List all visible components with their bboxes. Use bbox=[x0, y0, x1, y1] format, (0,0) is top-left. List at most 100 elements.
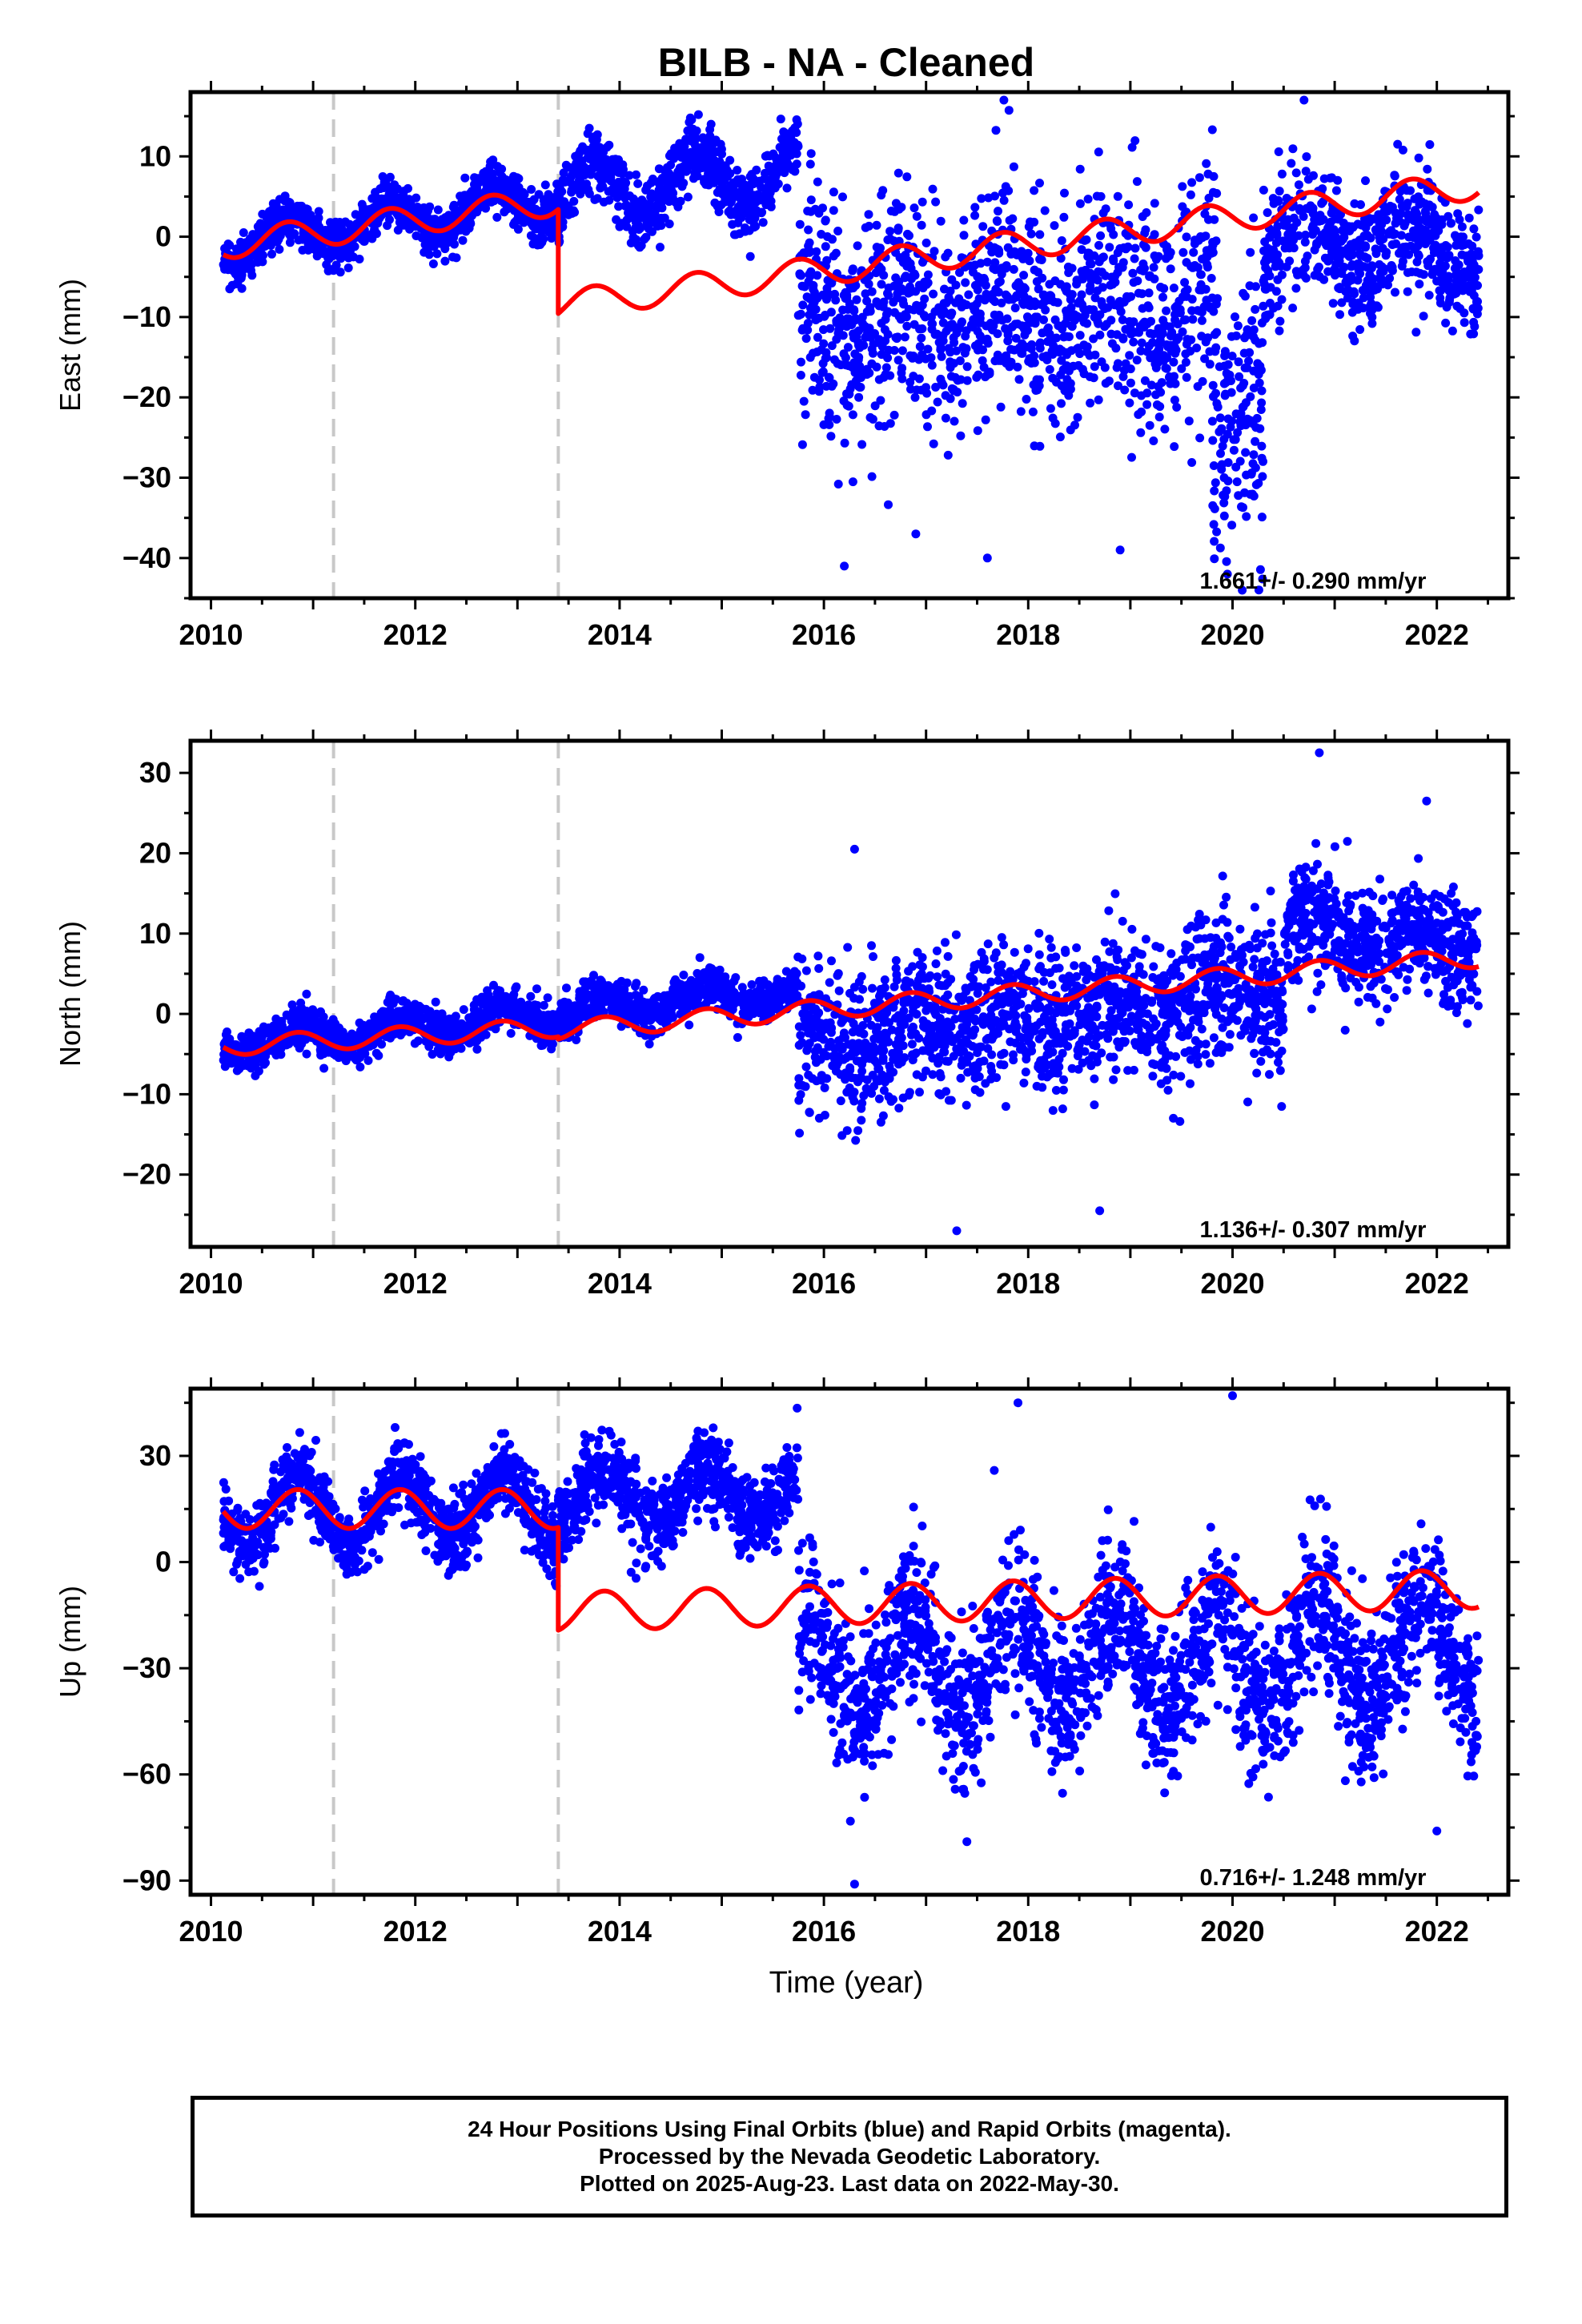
east-data-point bbox=[1217, 424, 1227, 433]
east-data-point bbox=[1368, 215, 1378, 224]
east-data-point bbox=[788, 149, 797, 159]
east-data-point bbox=[819, 420, 829, 429]
east-data-point bbox=[931, 383, 941, 392]
east-data-point bbox=[1291, 283, 1301, 293]
east-data-point bbox=[1200, 209, 1210, 219]
east-data-point bbox=[779, 127, 789, 137]
east-data-point bbox=[666, 149, 676, 159]
east-data-point bbox=[702, 159, 712, 168]
east-data-point bbox=[889, 236, 898, 246]
east-data-point bbox=[1150, 251, 1159, 260]
east-data-point bbox=[1050, 221, 1059, 231]
east-data-point bbox=[1064, 332, 1074, 341]
east-data-point bbox=[909, 203, 919, 213]
east-data-point bbox=[592, 194, 602, 203]
east-data-point bbox=[1257, 513, 1267, 522]
east-data-point bbox=[745, 251, 755, 261]
east-data-point bbox=[1227, 352, 1237, 361]
east-data-point bbox=[941, 413, 950, 423]
east-data-point bbox=[1050, 419, 1060, 428]
east-data-point bbox=[885, 227, 895, 236]
east-data-point bbox=[714, 207, 724, 216]
east-data-point bbox=[950, 338, 959, 348]
east-data-point bbox=[797, 325, 807, 335]
east-data-point bbox=[1043, 337, 1053, 346]
east-data-point bbox=[886, 207, 896, 215]
east-data-point bbox=[1354, 298, 1363, 308]
east-data-point bbox=[1058, 324, 1067, 334]
east-data-point bbox=[1468, 241, 1477, 251]
east-data-point bbox=[1387, 203, 1397, 212]
east-data-point bbox=[1145, 420, 1154, 430]
east-data-point bbox=[472, 183, 482, 193]
east-data-point bbox=[1003, 243, 1013, 252]
east-data-point bbox=[614, 202, 624, 211]
east-data-point bbox=[829, 187, 838, 197]
east-data-point bbox=[1207, 243, 1216, 253]
east-data-point bbox=[850, 314, 860, 324]
east-data-point bbox=[958, 399, 967, 408]
east-data-point bbox=[1423, 261, 1433, 271]
east-data-point bbox=[994, 356, 1003, 365]
east-data-point bbox=[1257, 386, 1267, 396]
east-data-point bbox=[1302, 152, 1311, 162]
east-data-point bbox=[1136, 428, 1146, 437]
east-data-point bbox=[788, 126, 797, 135]
east-data-point bbox=[1240, 488, 1249, 497]
east-data-point bbox=[386, 198, 396, 207]
east-data-point bbox=[1013, 320, 1022, 328]
east-data-point bbox=[1447, 326, 1457, 336]
north-data-point bbox=[737, 983, 747, 992]
east-data-point bbox=[819, 339, 829, 348]
east-data-point bbox=[1334, 213, 1343, 222]
east-data-point bbox=[331, 227, 340, 237]
east-data-point bbox=[355, 217, 364, 227]
north-data-point bbox=[259, 1059, 269, 1069]
east-data-point bbox=[961, 278, 970, 287]
east-data-point bbox=[1145, 271, 1154, 280]
east-x-tick-label: 2020 bbox=[1200, 618, 1264, 651]
east-data-point bbox=[1219, 511, 1229, 521]
east-data-point bbox=[1412, 257, 1422, 267]
east-data-point bbox=[464, 191, 473, 201]
east-data-point bbox=[500, 207, 509, 217]
east-x-tick-label: 2022 bbox=[1405, 618, 1469, 651]
east-data-point bbox=[1026, 359, 1036, 368]
east-data-point bbox=[1154, 412, 1164, 422]
east-data-point bbox=[1063, 262, 1073, 271]
east-data-point bbox=[632, 235, 641, 244]
east-data-point bbox=[314, 222, 323, 231]
figure-title: BILB - NA - Cleaned bbox=[658, 40, 1034, 85]
east-data-point bbox=[822, 353, 831, 363]
east-data-point bbox=[515, 215, 524, 225]
east-data-point bbox=[800, 282, 809, 292]
east-data-point bbox=[1283, 237, 1293, 247]
east-data-point bbox=[1377, 278, 1387, 287]
east-data-point bbox=[409, 207, 419, 216]
east-data-point bbox=[677, 182, 687, 191]
east-data-point bbox=[1424, 291, 1434, 300]
east-data-point bbox=[1399, 221, 1409, 231]
east-data-point bbox=[1127, 143, 1137, 152]
east-data-point bbox=[1114, 359, 1122, 368]
east-data-point bbox=[1261, 284, 1271, 294]
east-data-point bbox=[1178, 247, 1188, 257]
east-data-point bbox=[1219, 490, 1228, 500]
east-data-point bbox=[806, 149, 816, 159]
east-data-point bbox=[883, 353, 893, 363]
east-data-point bbox=[1040, 206, 1050, 215]
east-data-point bbox=[1223, 360, 1233, 369]
east-data-point bbox=[706, 119, 716, 129]
east-data-point bbox=[1425, 140, 1435, 149]
east-data-point bbox=[877, 342, 887, 352]
east-data-point bbox=[1085, 286, 1094, 296]
east-data-point bbox=[385, 187, 395, 197]
east-data-point bbox=[1125, 351, 1134, 360]
east-data-point bbox=[1248, 459, 1258, 468]
east-data-point bbox=[1307, 223, 1317, 233]
east-data-point bbox=[1066, 346, 1076, 356]
east-data-point bbox=[983, 339, 993, 348]
east-data-point bbox=[458, 235, 468, 245]
east-data-point bbox=[892, 334, 901, 344]
east-data-point bbox=[796, 371, 805, 380]
